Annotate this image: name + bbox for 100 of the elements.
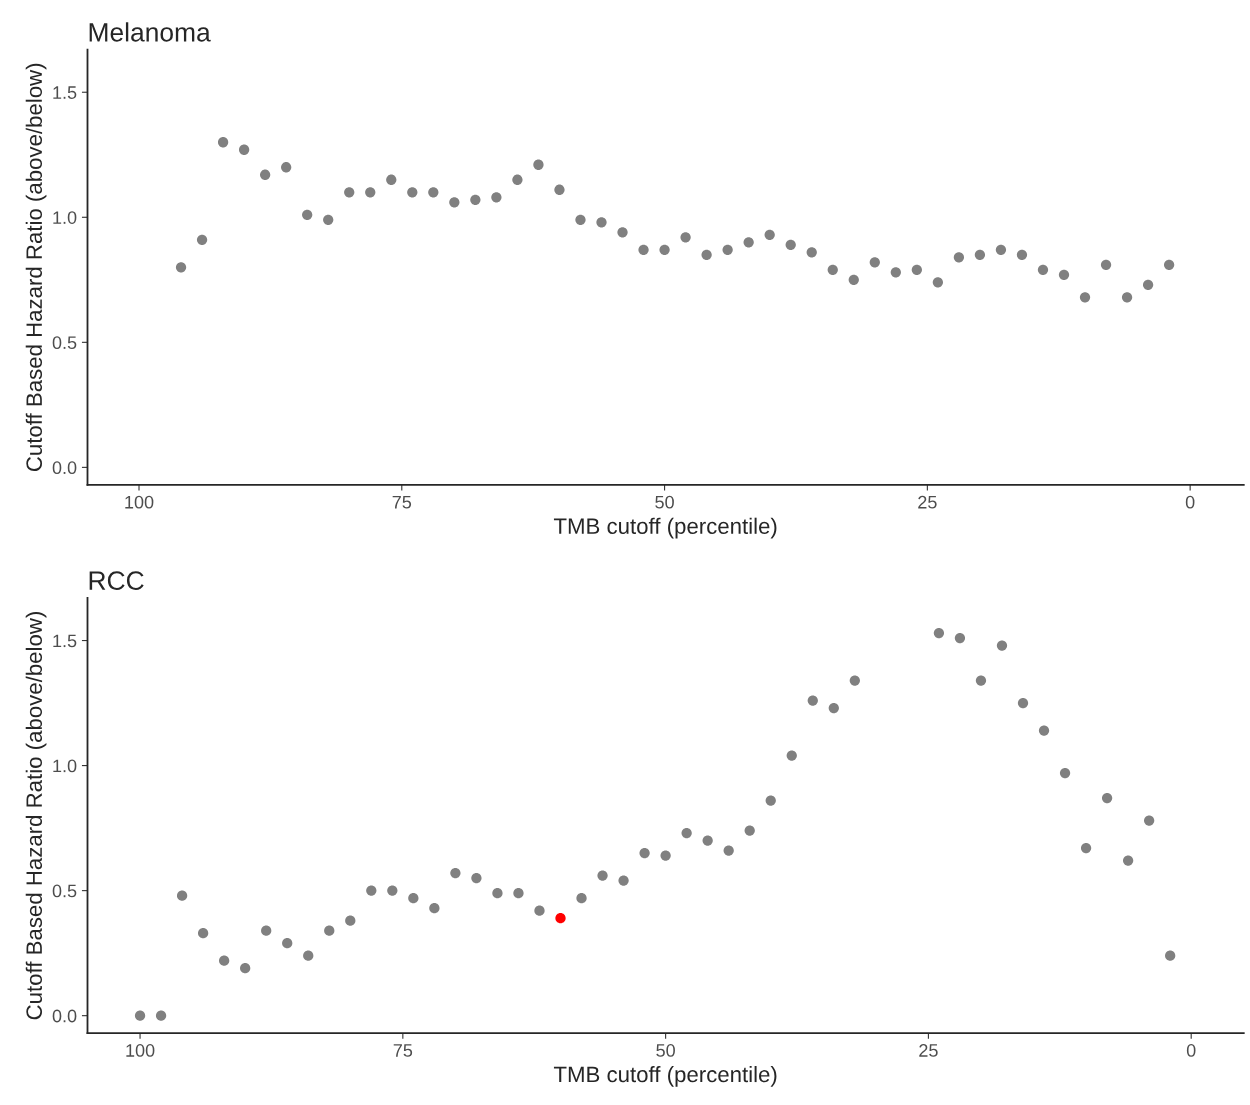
point xyxy=(1038,725,1050,736)
point xyxy=(324,925,335,936)
point xyxy=(576,892,587,904)
y-tick-label: 1.0 xyxy=(53,211,77,224)
point xyxy=(617,227,628,238)
point xyxy=(1100,259,1112,270)
x-tick-label: 0 xyxy=(1186,1044,1196,1057)
point xyxy=(492,887,503,899)
x-tick-label: 25 xyxy=(919,1044,938,1057)
point xyxy=(345,915,356,926)
point xyxy=(722,244,733,255)
point xyxy=(953,252,965,263)
point xyxy=(723,845,734,856)
x-tick-label: 25 xyxy=(918,495,937,509)
point xyxy=(1058,269,1070,280)
point xyxy=(618,875,629,886)
x-axis-title: TMB cutoff (percentile) xyxy=(553,517,777,539)
point xyxy=(848,274,859,285)
point xyxy=(217,137,229,148)
x-tick-label: 100 xyxy=(125,495,154,509)
point xyxy=(807,695,818,706)
point xyxy=(259,169,271,180)
point xyxy=(344,187,355,198)
point xyxy=(261,925,272,936)
point xyxy=(155,1010,167,1021)
point xyxy=(933,627,945,639)
point xyxy=(975,675,987,686)
point xyxy=(196,234,208,245)
x-axis-title: TMB cutoff (percentile) xyxy=(553,1065,777,1087)
point xyxy=(828,702,839,714)
point xyxy=(240,963,251,974)
point xyxy=(554,184,565,195)
point xyxy=(764,229,775,240)
point xyxy=(219,955,230,966)
point xyxy=(1163,259,1175,270)
point xyxy=(996,640,1008,651)
point xyxy=(786,750,797,761)
point xyxy=(765,795,776,806)
point xyxy=(702,835,713,846)
point xyxy=(638,244,649,255)
point xyxy=(680,232,691,243)
y-tick-label: 0.0 xyxy=(52,461,77,475)
y-tick-label: 1.5 xyxy=(53,86,77,99)
point xyxy=(869,257,880,268)
point xyxy=(1037,264,1049,275)
point xyxy=(1101,792,1113,804)
point xyxy=(175,262,187,273)
y-axis-title: Cutoff Based Hazard Ratio (above/below) xyxy=(25,612,47,1020)
point xyxy=(597,870,608,881)
point xyxy=(660,850,671,861)
point xyxy=(701,249,712,260)
y-tick-label: 1.5 xyxy=(53,634,77,648)
point xyxy=(491,192,502,203)
point xyxy=(407,187,418,198)
point xyxy=(1121,292,1133,303)
point xyxy=(450,867,461,879)
point xyxy=(303,950,314,961)
point xyxy=(1016,249,1028,260)
point xyxy=(1165,950,1176,961)
point xyxy=(302,209,313,220)
point xyxy=(681,827,692,839)
point xyxy=(1144,815,1155,826)
y-tick-label: 0.5 xyxy=(52,884,77,898)
point xyxy=(890,267,901,278)
point xyxy=(471,872,482,884)
point xyxy=(932,277,944,288)
point xyxy=(659,244,670,255)
x-tick-label: 50 xyxy=(655,495,674,509)
point xyxy=(534,905,545,916)
point xyxy=(849,675,860,686)
point xyxy=(387,885,398,896)
point xyxy=(596,217,607,228)
point xyxy=(555,912,566,924)
x-tick-label: 100 xyxy=(126,1044,155,1057)
chart-title: Melanoma xyxy=(89,22,211,42)
point xyxy=(785,239,796,250)
point xyxy=(386,174,397,185)
point xyxy=(1122,855,1134,866)
point xyxy=(1079,292,1091,303)
point xyxy=(238,144,250,155)
point xyxy=(1080,842,1092,854)
point xyxy=(995,244,1007,255)
point xyxy=(974,249,986,260)
point xyxy=(134,1010,146,1021)
point xyxy=(512,174,523,185)
point xyxy=(449,197,460,208)
point xyxy=(639,847,650,859)
chart-title: RCC xyxy=(89,571,144,590)
point xyxy=(197,927,209,939)
x-tick-label: 0 xyxy=(1185,495,1195,509)
point xyxy=(827,264,838,275)
x-tick-label: 50 xyxy=(656,1044,675,1057)
point xyxy=(911,264,922,275)
point xyxy=(1142,279,1154,290)
point xyxy=(365,187,376,198)
point xyxy=(323,214,334,225)
point xyxy=(470,194,481,205)
point xyxy=(743,237,754,248)
point xyxy=(281,162,292,173)
point xyxy=(513,887,524,899)
